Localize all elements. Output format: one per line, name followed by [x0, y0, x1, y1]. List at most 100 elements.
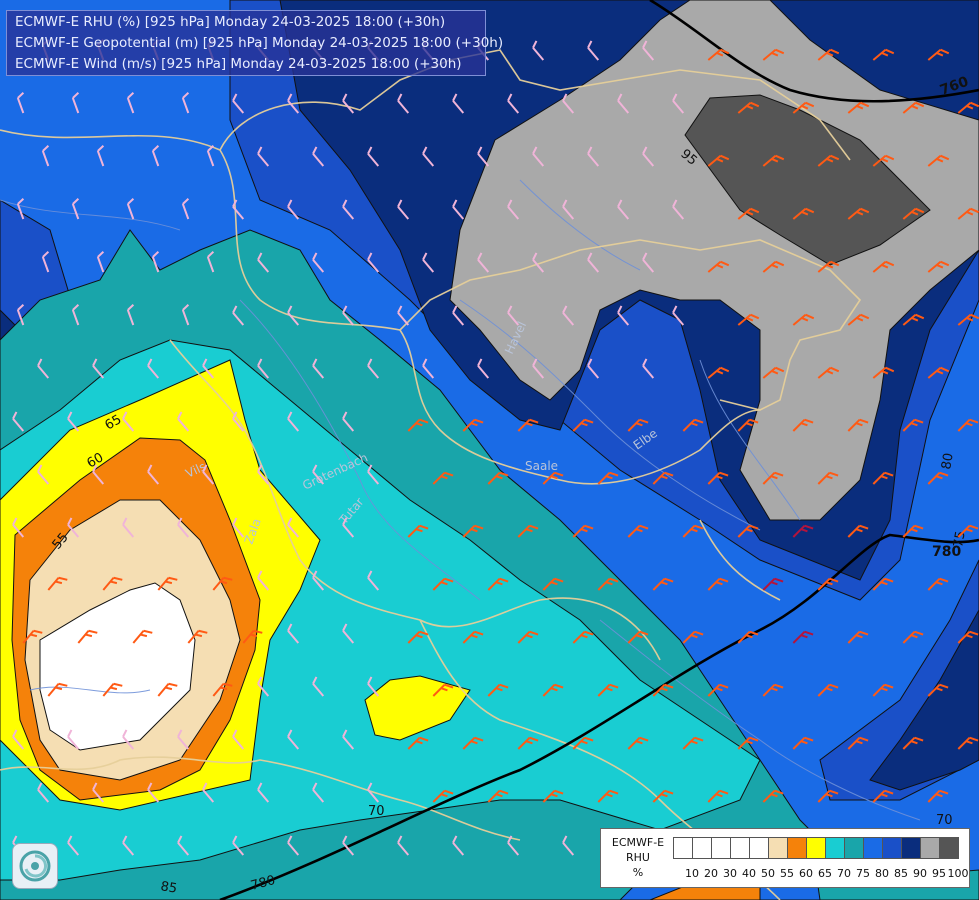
wind-barb: [287, 199, 300, 220]
wind-barb: [507, 199, 520, 220]
wind-barb: [147, 464, 160, 485]
wind-barb: [41, 251, 50, 273]
wind-barb: [122, 517, 135, 538]
legend-swatch: [749, 837, 769, 859]
wind-barb: [181, 198, 190, 220]
legend-tick: 40: [742, 867, 756, 880]
wind-barb: [287, 729, 300, 750]
wind-barb: [587, 252, 600, 273]
wind-barb: [102, 682, 123, 697]
wind-barb: [517, 630, 539, 644]
wind-barb: [122, 411, 135, 432]
wind-barb: [817, 471, 839, 485]
wind-barb: [397, 93, 410, 114]
wind-barb: [652, 789, 674, 803]
wind-barb: [707, 577, 729, 591]
wind-barb: [462, 524, 484, 538]
wind-barb: [902, 630, 924, 644]
contour-label-70b: 70: [936, 813, 953, 828]
wind-barb: [92, 358, 105, 379]
wind-barb: [407, 630, 429, 644]
wind-barb: [597, 577, 619, 591]
wind-barb: [177, 517, 190, 538]
wind-barb: [707, 683, 729, 697]
wind-barb: [397, 305, 410, 326]
wind-barb: [157, 576, 178, 591]
wind-barb: [707, 789, 729, 803]
wind-barb: [847, 630, 869, 644]
wind-barb: [682, 630, 704, 644]
wind-barb: [367, 252, 380, 273]
contour-label-60: 60: [85, 450, 107, 471]
legend-ticks: 10 20 30 40 50 55 60 65 70 75 80 85 90 95 100: [673, 867, 973, 881]
wind-barb: [792, 630, 814, 644]
wind-barb: [762, 48, 785, 61]
wind-barb: [872, 366, 895, 379]
wind-barb: [452, 199, 465, 220]
wind-barb: [487, 577, 509, 591]
wind-barb: [737, 418, 759, 432]
wind-barb: [122, 835, 135, 856]
legend-tick: 20: [704, 867, 718, 880]
wind-barb: [342, 835, 355, 856]
wind-barb: [682, 418, 704, 432]
wind-barb: [92, 782, 105, 803]
wind-barb: [957, 524, 979, 538]
wind-barb: [562, 199, 575, 220]
wind-barb: [12, 411, 25, 432]
wind-barb: [847, 736, 869, 750]
wind-barb: [77, 629, 98, 644]
wind-barb: [817, 683, 839, 697]
wind-barb: [597, 683, 619, 697]
wind-barb: [872, 789, 894, 803]
legend-swatch: [768, 837, 788, 859]
wind-barb: [627, 630, 649, 644]
wind-barb: [367, 464, 380, 485]
wind-barb: [957, 313, 979, 326]
wind-barb: [792, 207, 815, 220]
wind-barb: [672, 199, 685, 220]
wind-barb: [792, 313, 815, 326]
wind-barb: [126, 198, 135, 220]
legend-tick: 50: [761, 867, 775, 880]
wind-barb: [477, 252, 490, 273]
wind-barb: [627, 524, 649, 538]
wind-barb: [707, 471, 729, 485]
wind-barb: [817, 577, 839, 591]
legend-swatch: [787, 837, 807, 859]
wind-barb: [562, 93, 575, 114]
wind-barb: [71, 92, 80, 114]
wind-barb: [542, 577, 564, 591]
wind-barb: [927, 789, 949, 803]
legend-swatch: [673, 837, 693, 859]
wind-barb: [902, 313, 925, 326]
wind-barb: [587, 358, 600, 379]
legend-label-variable: RHU: [626, 851, 650, 864]
legend-swatch: [806, 837, 826, 859]
wind-barb: [407, 524, 429, 538]
wind-barb: [672, 305, 685, 326]
wind-barb: [617, 199, 630, 220]
legend-swatches: [673, 837, 959, 859]
wind-barb: [707, 260, 730, 273]
rhu-legend: ECMWF-E RHU % 10 20 30 40 50 55 60 65 70 75 80 85 90…: [600, 828, 970, 888]
contour-label-75: 75: [951, 530, 969, 549]
wind-barb: [927, 260, 950, 273]
wind-barb: [902, 418, 924, 432]
wind-barb: [847, 418, 869, 432]
wind-barb: [71, 198, 80, 220]
wind-barb: [642, 252, 655, 273]
wind-barb: [452, 835, 465, 856]
wind-barb: [927, 683, 949, 697]
wind-barb: [342, 199, 355, 220]
wind-barb: [287, 517, 300, 538]
wind-barb: [902, 736, 924, 750]
wind-barb: [517, 418, 539, 432]
wind-barb: [367, 146, 380, 167]
legend-tick: 90: [913, 867, 927, 880]
wind-barb: [257, 676, 270, 697]
wind-barb: [762, 260, 785, 273]
wind-barb: [232, 93, 245, 114]
wind-barb: [642, 358, 655, 379]
